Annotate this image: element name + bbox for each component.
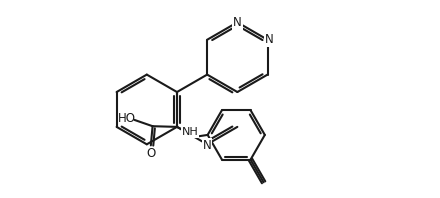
Text: O: O [146, 147, 155, 160]
Text: N: N [264, 33, 273, 46]
Text: N: N [233, 16, 242, 29]
Text: NH: NH [182, 128, 198, 137]
Text: HO: HO [118, 112, 136, 125]
Text: N: N [203, 139, 212, 151]
